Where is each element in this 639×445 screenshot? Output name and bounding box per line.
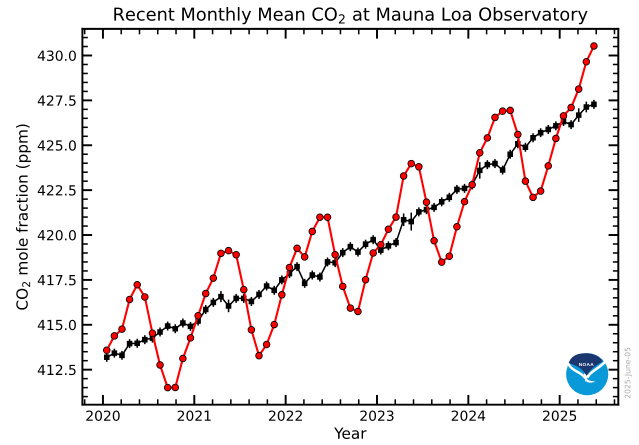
svg-text:NOAA: NOAA — [579, 362, 595, 368]
